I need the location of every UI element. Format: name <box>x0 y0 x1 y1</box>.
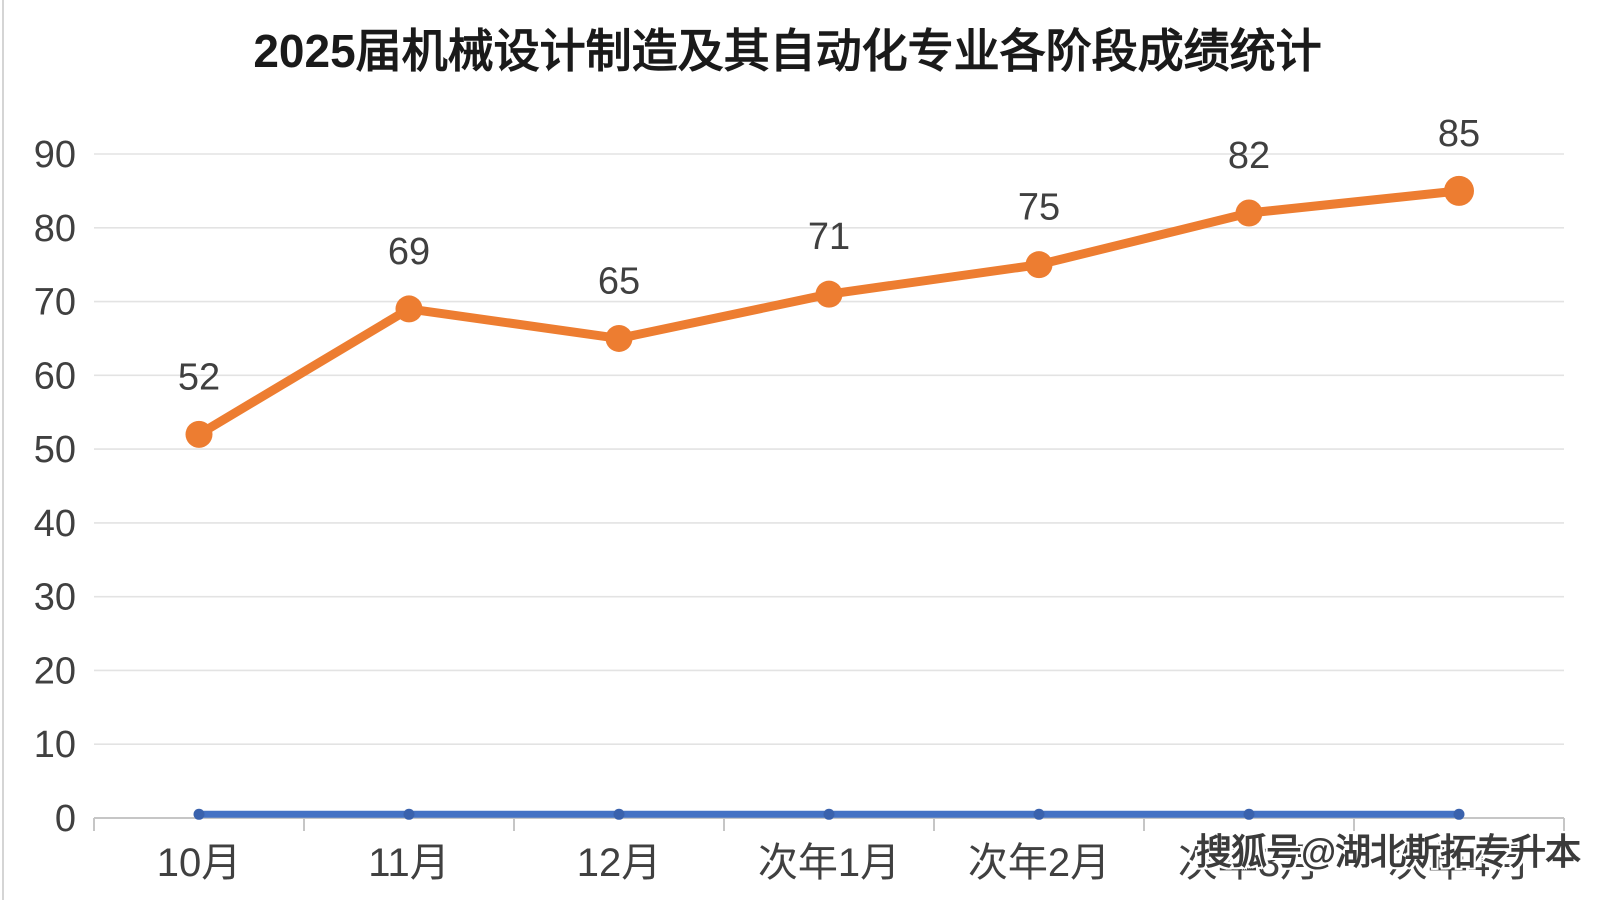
watermark-text: 搜狐号@湖北斯拓专升本 <box>1196 831 1581 872</box>
data-label: 75 <box>1018 187 1060 229</box>
blue-series-marker <box>823 808 835 820</box>
y-axis-tick-label: 90 <box>34 134 76 176</box>
x-axis-tick-label: 10月 <box>157 841 242 885</box>
orange-series-marker <box>185 420 213 448</box>
y-axis-tick-label: 20 <box>34 650 76 692</box>
y-axis-tick-label: 10 <box>34 724 76 766</box>
data-label: 71 <box>808 216 850 258</box>
y-axis-tick-label: 80 <box>34 208 76 250</box>
blue-series-marker <box>193 808 205 820</box>
x-axis-tick-label: 12月 <box>577 841 662 885</box>
y-axis-tick-label: 50 <box>34 429 76 471</box>
y-axis-tick-label: 30 <box>34 577 76 619</box>
blue-series-marker <box>1033 808 1045 820</box>
blue-series-marker <box>613 808 625 820</box>
orange-series-marker <box>1235 199 1263 227</box>
orange-series-marker <box>395 295 423 323</box>
orange-series-marker <box>1444 175 1474 206</box>
y-axis-tick-label: 70 <box>34 282 76 324</box>
data-label: 52 <box>178 356 220 398</box>
x-axis-tick-label: 次年4月 <box>1388 841 1530 885</box>
y-axis-tick-label: 60 <box>34 355 76 397</box>
data-label: 65 <box>598 260 640 302</box>
blue-series-marker <box>1453 808 1465 820</box>
blue-series-marker <box>1243 808 1255 820</box>
orange-series-marker <box>815 280 843 308</box>
blue-series-marker <box>403 808 415 820</box>
data-label: 82 <box>1228 135 1270 177</box>
orange-series-marker <box>1025 251 1053 279</box>
chart-title: 2025届机械设计制造及其自动化专业各阶段成绩统计 <box>253 25 1322 77</box>
y-axis-tick-label: 40 <box>34 503 76 545</box>
y-axis-tick-label: 0 <box>55 798 76 840</box>
orange-series-marker <box>605 324 633 352</box>
x-axis-tick-label: 次年1月 <box>758 841 900 885</box>
page-left-border <box>2 0 4 900</box>
x-axis-tick-label: 11月 <box>368 841 450 885</box>
x-axis-tick-label: 次年2月 <box>968 841 1110 885</box>
data-label: 85 <box>1438 113 1480 155</box>
data-label: 69 <box>388 231 430 273</box>
x-axis-tick-label: 次年3月 <box>1178 841 1320 885</box>
